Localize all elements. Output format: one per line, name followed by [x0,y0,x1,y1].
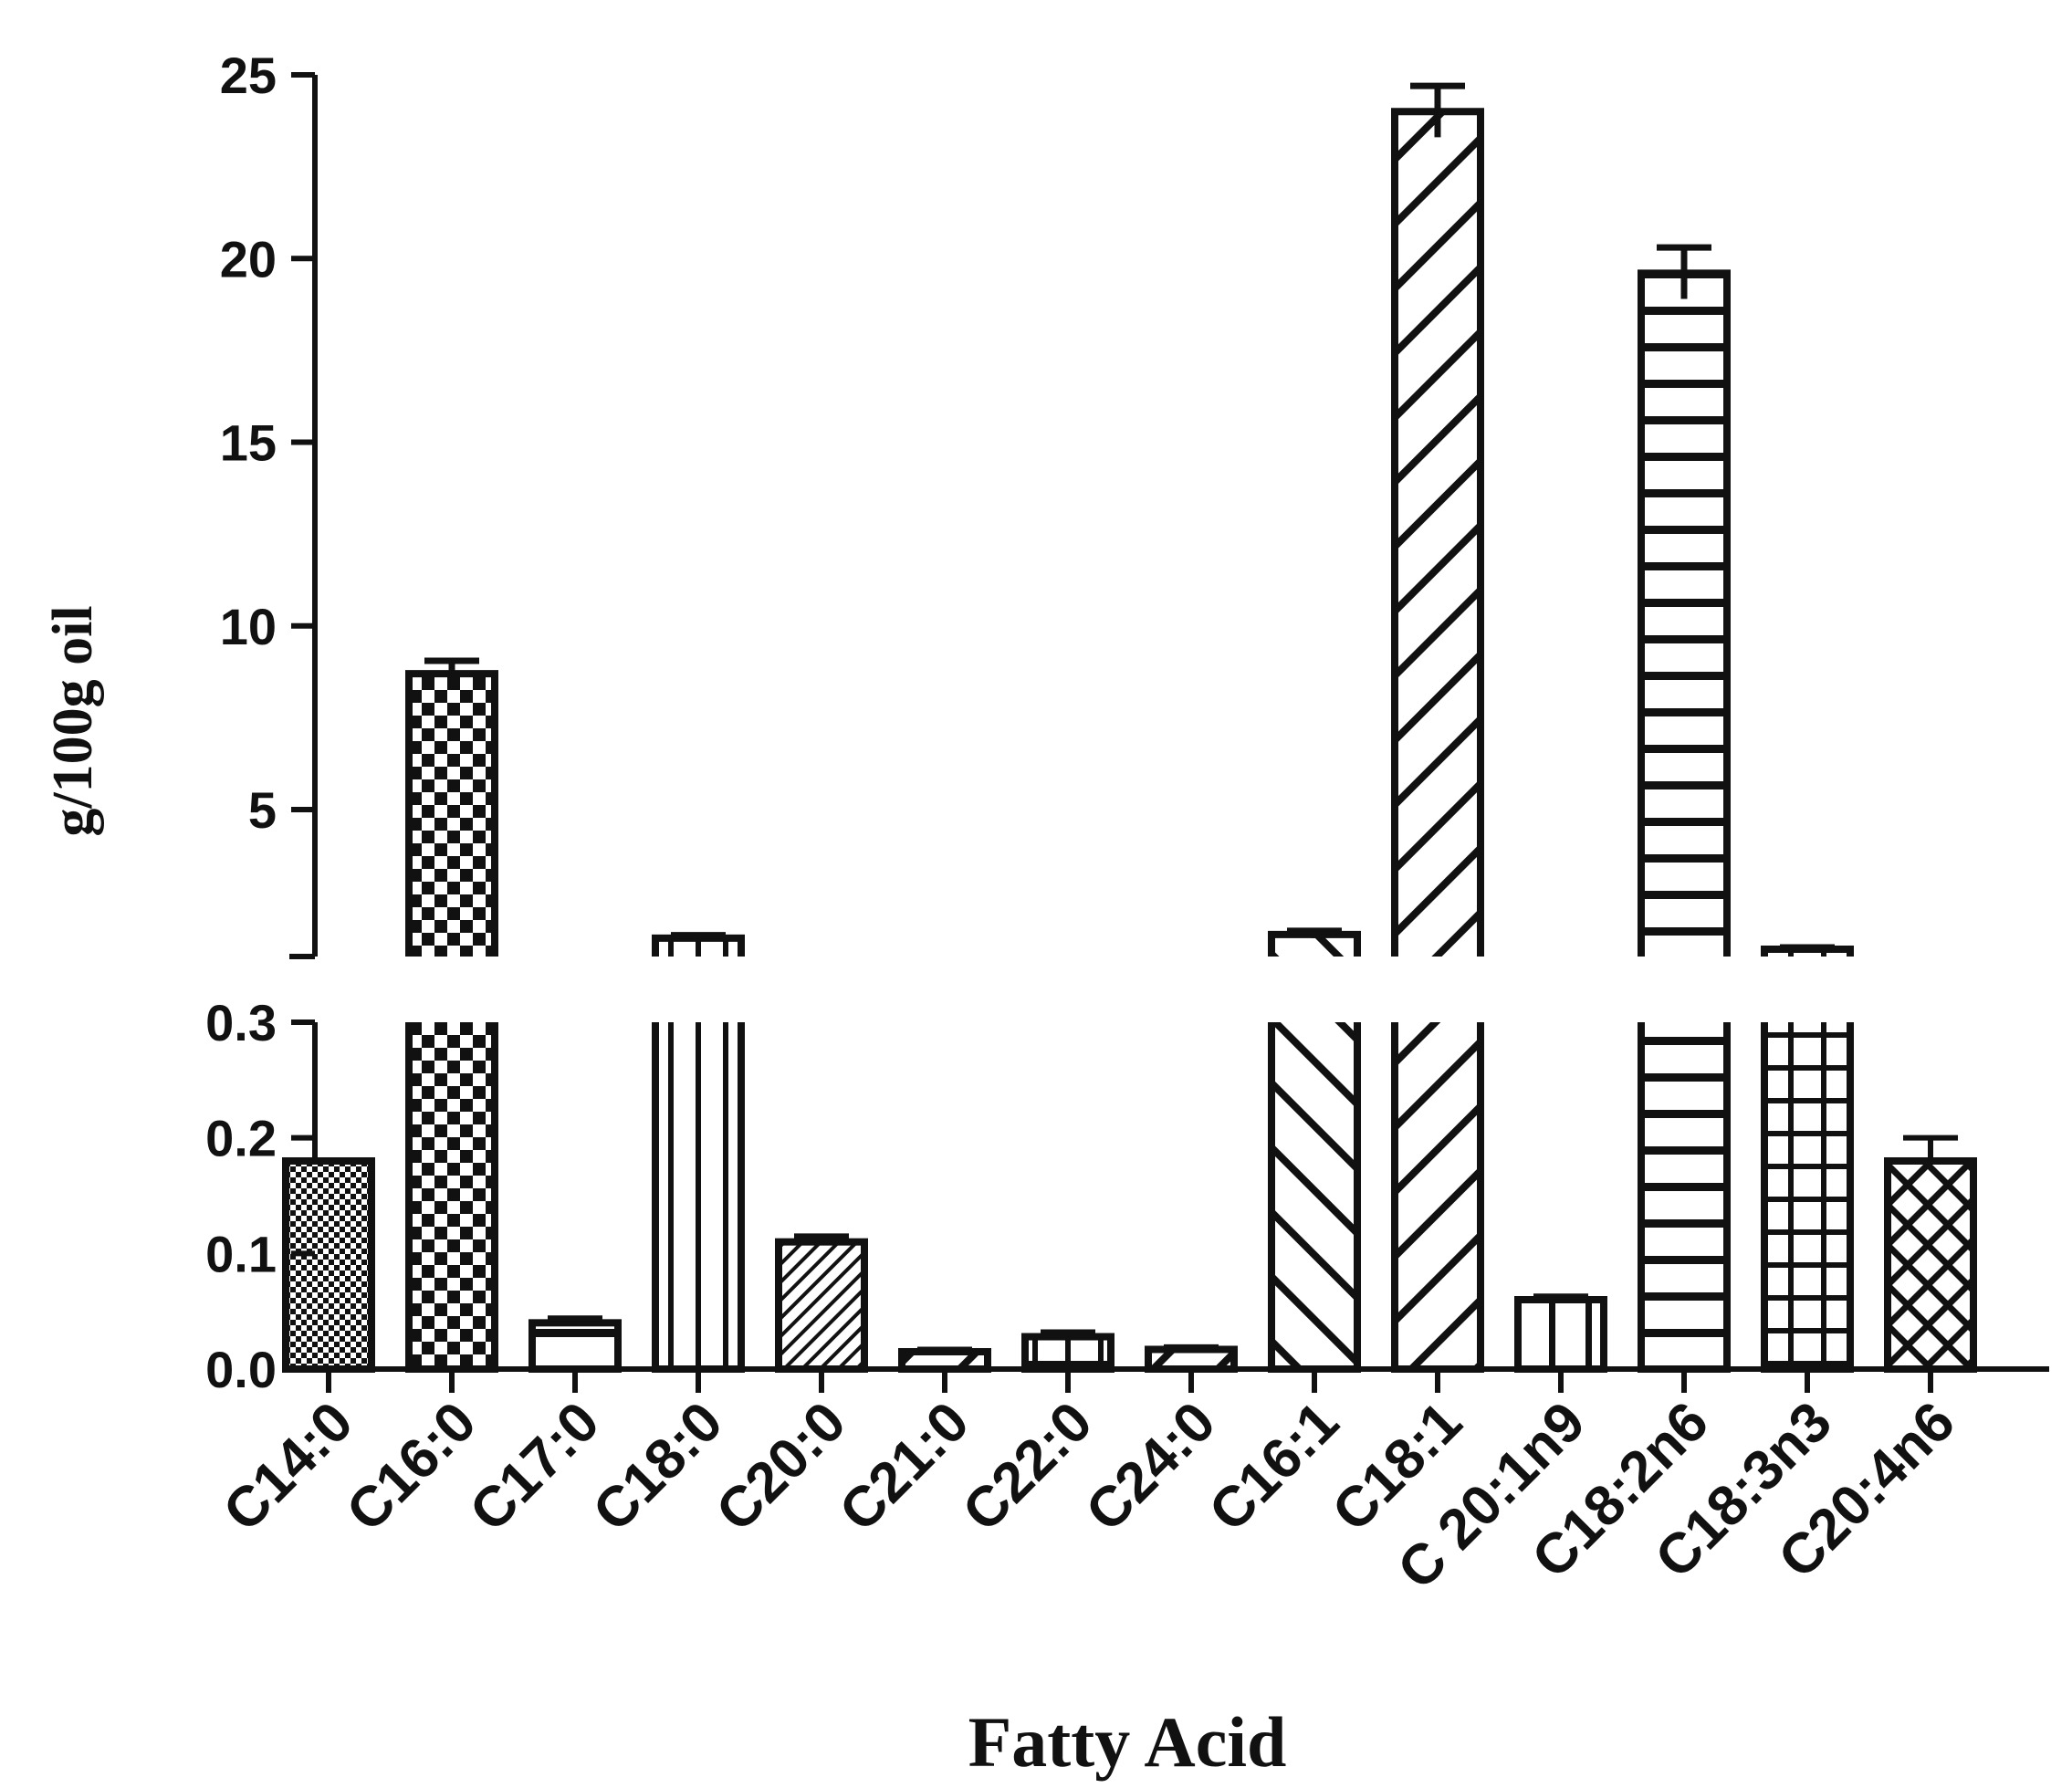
y-tick-label: 0.0 [205,1341,277,1398]
y-tick-label: 0.1 [205,1225,277,1282]
bar [1764,1022,1850,1369]
y-tick-label: 5 [248,781,277,839]
x-category-label: C21:0 [828,1390,981,1543]
y-tick-label: 15 [220,414,277,472]
bar [655,1022,741,1369]
x-category-label: C20:0 [705,1390,858,1543]
y-tick-label: 0.3 [205,994,277,1051]
bar [1271,1022,1357,1369]
bar [1641,273,1727,957]
x-category-label: C24:0 [1074,1390,1228,1543]
y-axis-title: g/100g oil [42,605,104,836]
x-axis-title: Fatty Acid [968,1702,1287,1782]
bar [1764,948,1850,957]
x-category-label: C14:0 [212,1390,365,1543]
bar [1021,1333,1114,1373]
y-tick-label: 25 [220,47,277,104]
bar [1884,1157,1977,1373]
y-tick-label: 20 [220,230,277,288]
y-tick-label: 0.2 [205,1110,277,1167]
bar [409,674,495,957]
bar [655,937,741,957]
bar [898,1348,991,1373]
bars [282,82,1977,1374]
bar [409,1022,495,1369]
x-category-label: C22:0 [951,1390,1104,1543]
x-category-label: C16:1 [1198,1390,1351,1543]
x-category-label: C18:0 [581,1390,735,1543]
x-category-label: C16:0 [335,1390,488,1543]
bar [1145,1345,1238,1374]
bar [775,1238,868,1373]
bar [1395,111,1481,957]
bar [528,1319,622,1374]
x-category-labels: C14:0C16:0C17:0C18:0C20:0C21:0C22:0C24:0… [212,1369,1967,1602]
bar [1514,1296,1607,1373]
bar [1395,1022,1481,1369]
y-ticks: 0.0 0.1 0.2 0.3 5 10 15 20 25 [205,47,315,1398]
y-tick-label: 10 [220,598,277,655]
bar [1641,1022,1727,1369]
bar [282,1157,375,1373]
x-category-label: C17:0 [458,1390,612,1543]
